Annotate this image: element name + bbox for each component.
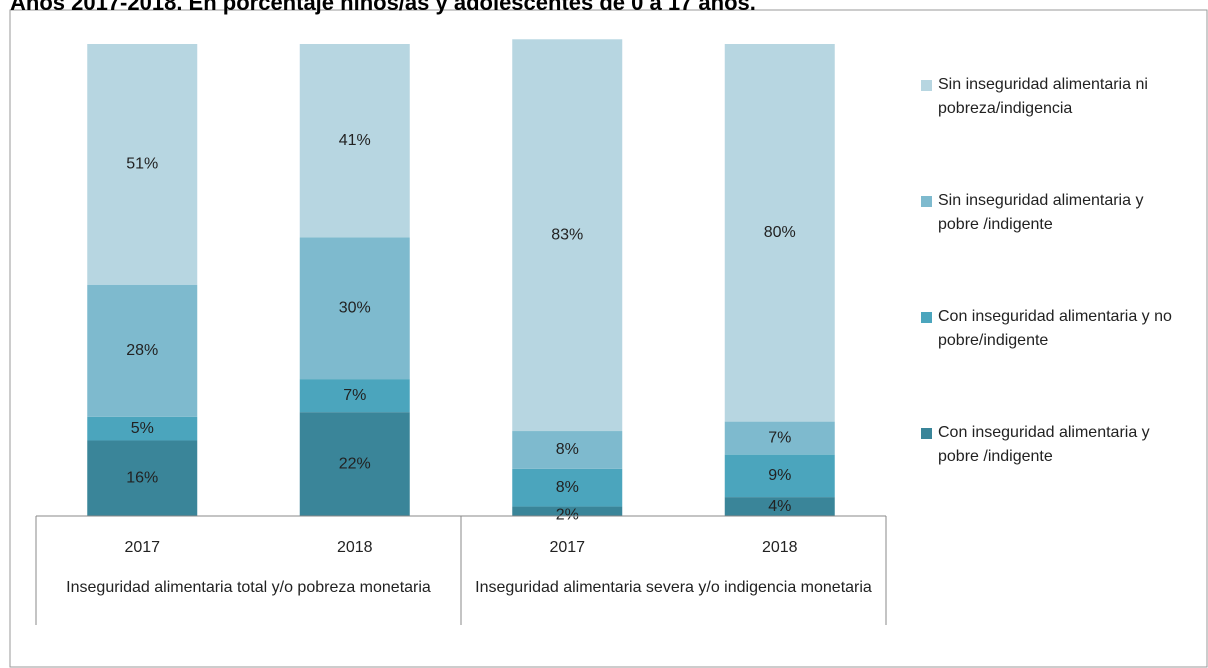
bar-segment	[299, 379, 410, 413]
legend-entry: Con inseguridad alimentaria y no pobre/i…	[938, 308, 1172, 349]
data-label: 7%	[343, 387, 366, 404]
bar-segment	[724, 497, 835, 516]
bar-segment	[87, 416, 198, 441]
legend-entry: Sin inseguridad alimentaria ni pobreza/i…	[938, 76, 1148, 117]
data-label: 41%	[339, 132, 371, 149]
bar-segment	[512, 431, 623, 469]
x-tick-label: 2017	[124, 539, 160, 556]
x-tick-label: 2017	[549, 539, 585, 556]
bar-segment	[299, 44, 410, 238]
bar-segment	[299, 237, 410, 380]
x-tick-label: 2018	[337, 539, 373, 556]
x-tick-label: 2018	[762, 539, 798, 556]
data-label: 8%	[556, 479, 579, 496]
legend-swatch	[921, 196, 932, 207]
legend-swatch	[921, 428, 932, 439]
bar-segment	[512, 468, 623, 507]
data-label: 51%	[126, 156, 158, 173]
bar-segment	[87, 44, 198, 285]
chart-frame	[9, 9, 1208, 668]
data-label: 16%	[126, 469, 158, 486]
bar-segment	[87, 440, 198, 516]
data-label: 8%	[556, 441, 579, 458]
legend-swatch	[921, 80, 932, 91]
data-label: 5%	[131, 420, 154, 437]
data-label: 30%	[339, 300, 371, 317]
bar-segment	[724, 421, 835, 455]
data-label: 2%	[556, 506, 579, 523]
data-label: 28%	[126, 342, 158, 359]
data-label: 4%	[768, 498, 791, 515]
legend-entry: Sin inseguridad alimentaria y pobre /ind…	[938, 192, 1144, 233]
group-label: Inseguridad alimentaria total y/o pobrez…	[66, 579, 431, 596]
data-label: 22%	[339, 455, 371, 472]
data-label: 83%	[551, 226, 583, 243]
bar-segment	[724, 454, 835, 498]
group-label: Inseguridad alimentaria severa y/o indig…	[475, 579, 872, 596]
bar-segment	[87, 284, 198, 417]
data-label: 80%	[764, 224, 796, 241]
bar-segment	[724, 44, 835, 422]
chart-title: Años 2017-2018. En porcentaje niños/as y…	[10, 0, 756, 15]
bar-segment	[512, 506, 623, 516]
legend-swatch	[921, 312, 932, 323]
legend-entry: Con inseguridad alimentaria y pobre /ind…	[938, 424, 1150, 465]
data-label: 9%	[768, 467, 791, 484]
data-label: 7%	[768, 429, 791, 446]
bar-segment	[299, 412, 410, 516]
bar-segment	[512, 39, 623, 432]
